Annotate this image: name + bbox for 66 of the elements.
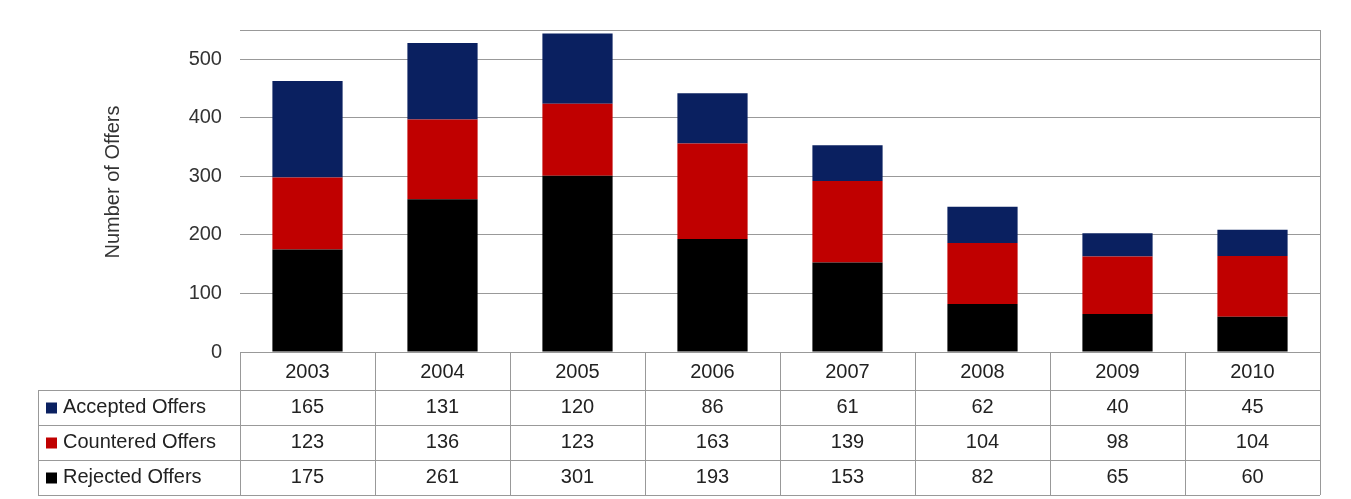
- bar: [407, 199, 478, 352]
- legend-label: Rejected Offers: [63, 465, 202, 488]
- bar: [272, 249, 343, 352]
- bar: [677, 93, 748, 144]
- bar: [1217, 229, 1288, 256]
- data-label: 82: [971, 465, 994, 488]
- data-label: 163: [695, 430, 730, 453]
- x-tick-label: 2006: [690, 359, 735, 382]
- bar: [407, 42, 478, 120]
- y-tick-label: 0: [210, 339, 222, 362]
- data-label: 104: [965, 430, 1000, 453]
- x-tick-label: 2005: [555, 359, 600, 382]
- y-tick-label: 300: [188, 163, 222, 186]
- data-label: 261: [425, 465, 460, 488]
- x-tick-label: 2009: [1095, 359, 1140, 382]
- bar: [1082, 256, 1153, 314]
- bar: [677, 143, 748, 240]
- bar: [812, 262, 883, 352]
- bar: [677, 239, 748, 352]
- x-tick-label: 2004: [420, 359, 465, 382]
- bar: [542, 33, 613, 104]
- data-label: 45: [1241, 395, 1264, 418]
- x-tick-label: 2007: [825, 359, 870, 382]
- data-label: 153: [830, 465, 865, 488]
- data-label: 98: [1106, 430, 1129, 453]
- data-label: 123: [560, 430, 595, 453]
- data-label: 165: [290, 395, 325, 418]
- bar: [947, 243, 1018, 304]
- y-tick-label: 500: [188, 46, 222, 69]
- data-label: 123: [290, 430, 325, 453]
- data-label: 193: [695, 465, 730, 488]
- bar: [812, 181, 883, 263]
- bar: [272, 177, 343, 250]
- y-tick-label: 400: [188, 105, 222, 128]
- x-tick-label: 2003: [285, 359, 330, 382]
- x-tick-label: 2008: [960, 359, 1005, 382]
- data-label: 86: [701, 395, 724, 418]
- bar: [542, 175, 613, 352]
- bar: [272, 80, 343, 178]
- data-label: 175: [290, 465, 325, 488]
- bar: [947, 303, 1018, 352]
- data-label: 136: [425, 430, 460, 453]
- bar: [812, 145, 883, 182]
- data-label: 40: [1106, 395, 1129, 418]
- data-label: 62: [971, 395, 994, 418]
- data-label: 65: [1106, 465, 1129, 488]
- data-label: 60: [1241, 465, 1264, 488]
- data-label: 131: [425, 395, 460, 418]
- data-label: 120: [560, 395, 595, 418]
- y-axis-title: Number of Offers: [100, 105, 123, 259]
- bar: [542, 103, 613, 176]
- data-label: 61: [836, 395, 859, 418]
- legend-label: Countered Offers: [63, 430, 217, 453]
- x-tick-label: 2010: [1230, 359, 1275, 382]
- bar: [1217, 255, 1288, 317]
- bar: [947, 206, 1018, 244]
- bar: [407, 119, 478, 200]
- y-tick-label: 200: [188, 222, 222, 245]
- legend-label: Accepted Offers: [63, 395, 207, 418]
- bar: [1082, 313, 1153, 352]
- y-tick-label: 100: [188, 280, 222, 303]
- data-label: 301: [560, 465, 595, 488]
- bar: [1082, 233, 1153, 257]
- data-label: 139: [830, 430, 865, 453]
- data-label: 104: [1235, 430, 1270, 453]
- bar: [1217, 316, 1288, 352]
